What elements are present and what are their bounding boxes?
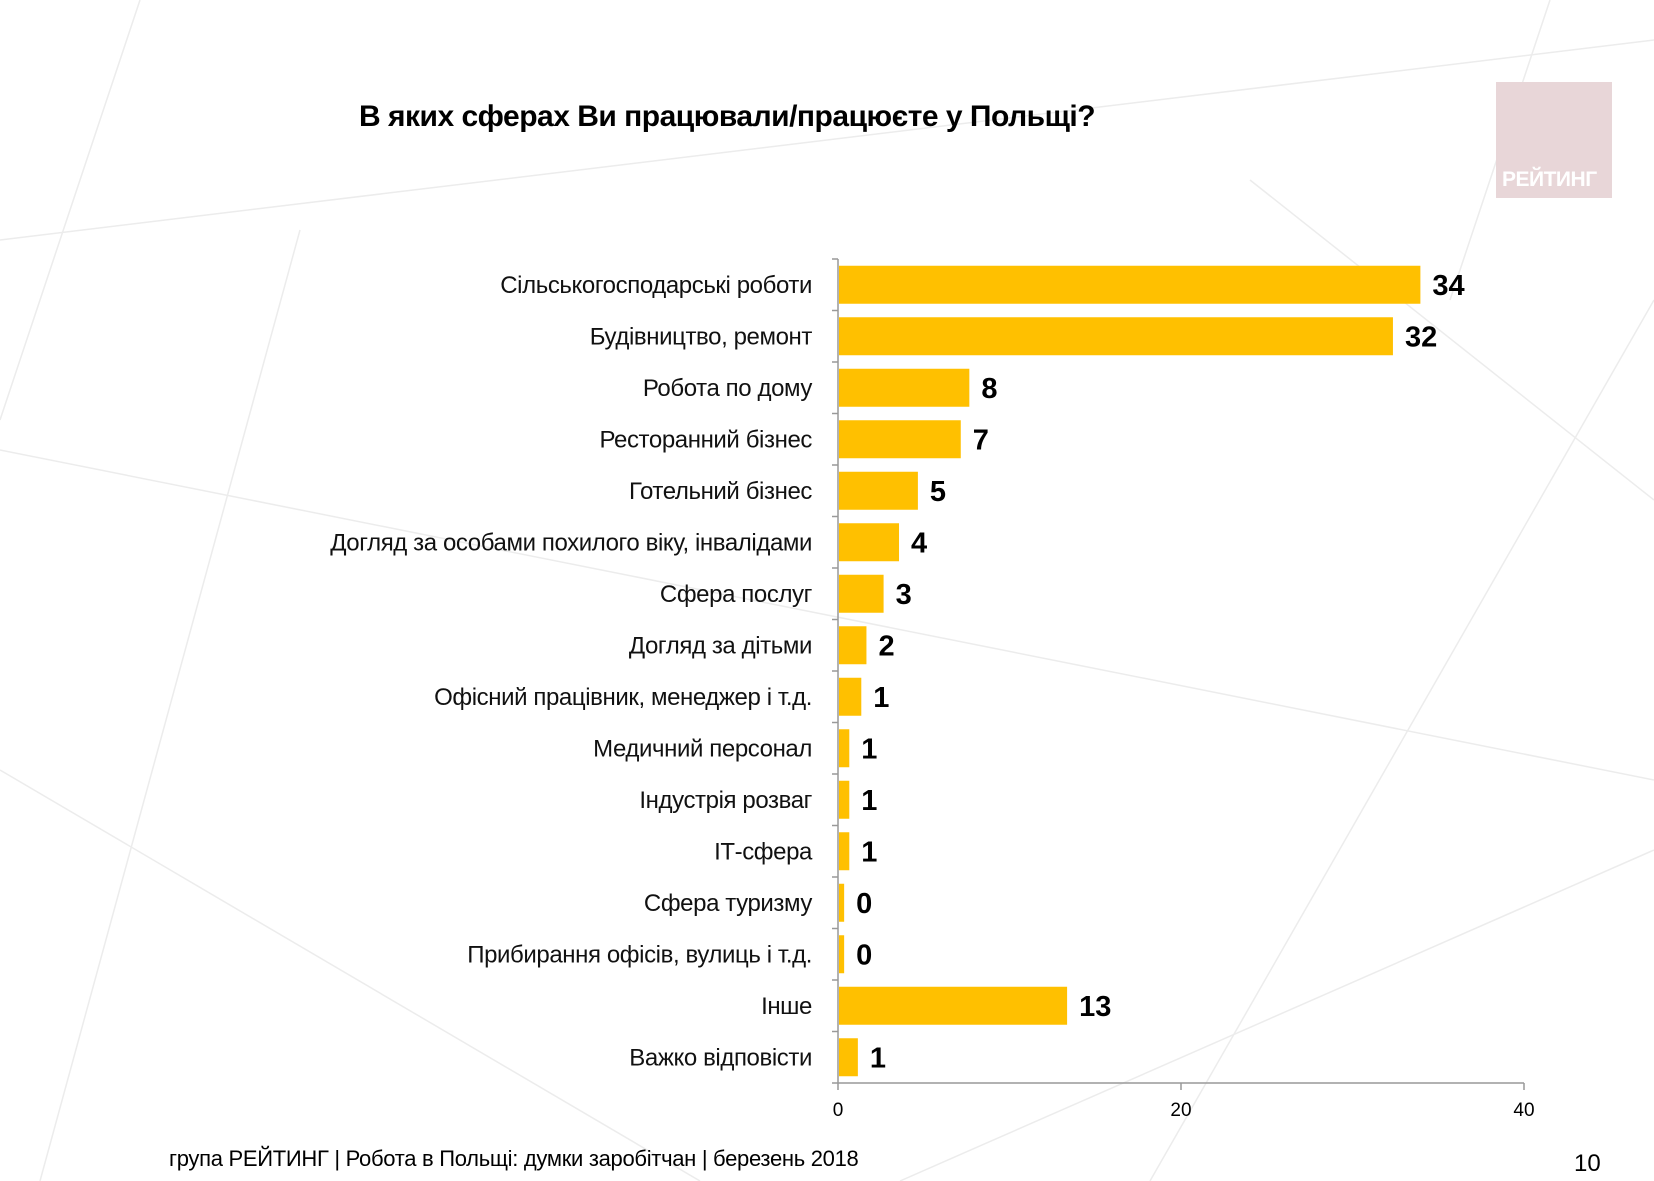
data-label: 7 [973, 424, 989, 456]
category-label: Медичний персонал [593, 735, 812, 762]
category-label: Будівництво, ремонт [590, 323, 813, 350]
data-label: 1 [870, 1042, 886, 1074]
bar [839, 574, 884, 613]
page-number: 10 [1574, 1150, 1601, 1177]
data-label: 1 [873, 682, 889, 714]
bar [839, 317, 1393, 356]
category-label: Прибирання офісів, вулиць і т.д. [467, 941, 812, 968]
x-tick-label: 20 [1170, 1100, 1191, 1121]
category-label: Догляд за особами похилого віку, інвалід… [330, 529, 812, 556]
chart-title: В яких сферах Ви працювали/працюєте у По… [359, 100, 1096, 133]
bar [839, 729, 850, 768]
category-label: Готельний бізнес [629, 478, 812, 505]
category-label: Індустрія розваг [639, 787, 812, 814]
data-label: 0 [856, 888, 872, 920]
category-label: Сфера послуг [660, 581, 813, 608]
bar [839, 986, 1068, 1025]
bar [839, 883, 845, 922]
data-label: 1 [861, 836, 877, 868]
bar [839, 471, 918, 510]
bar [839, 523, 900, 562]
data-label: 5 [930, 476, 946, 508]
category-label: Сільськогосподарські роботи [500, 272, 812, 299]
footer-text: група РЕЙТИНГ | Робота в Польщі: думки з… [169, 1146, 859, 1171]
category-label: Офісний працівник, менеджер і т.д. [434, 684, 812, 711]
x-tick-label: 0 [833, 1100, 844, 1121]
data-label: 34 [1432, 270, 1464, 302]
category-label: ІТ-сфера [714, 838, 813, 865]
category-label: Робота по дому [643, 375, 813, 402]
data-label: 32 [1405, 321, 1437, 353]
bar [839, 1038, 858, 1077]
category-label: Ресторанний бізнес [599, 426, 812, 453]
bar [839, 677, 862, 716]
category-label: Інше [761, 993, 812, 1020]
data-label: 1 [861, 733, 877, 765]
category-label: Важко відповісти [629, 1044, 812, 1071]
data-label: 1 [861, 785, 877, 817]
data-label: 8 [981, 373, 997, 405]
data-label: 13 [1079, 991, 1111, 1023]
logo-text: РЕЙТИНГ [1502, 168, 1597, 191]
x-tick-label: 40 [1513, 1100, 1534, 1121]
category-label: Сфера туризму [644, 890, 813, 917]
bar [839, 420, 961, 459]
data-label: 4 [911, 527, 927, 559]
bar [839, 832, 850, 871]
data-label: 0 [856, 939, 872, 971]
data-label: 3 [896, 579, 912, 611]
bar [839, 265, 1421, 304]
rating-logo: РЕЙТИНГ [1496, 82, 1612, 198]
category-label: Догляд за дітьми [629, 632, 812, 659]
bar [839, 626, 867, 665]
bar [839, 935, 845, 974]
bar [839, 368, 970, 407]
data-label: 2 [878, 630, 894, 662]
bar [839, 780, 850, 819]
